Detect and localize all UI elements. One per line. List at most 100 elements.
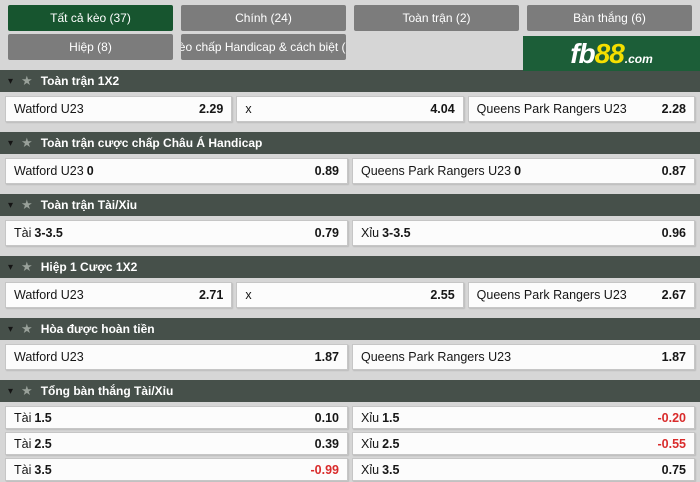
selection-name: Tài (14, 436, 32, 451)
logo-text-com: .com (624, 52, 653, 66)
selection-name: Tài (14, 226, 32, 240)
odds-cell[interactable]: Xỉu 3.5 0.75 (352, 458, 695, 481)
tab-handicap-margin[interactable]: Kèo chấp Handicap & cách biệt (1) (181, 34, 346, 60)
market-section-ft-over-under: ▾ ★ Toàn trận Tài/Xỉu Tài 3-3.5 0.79 Xỉu 3… (0, 194, 700, 246)
odds-cell[interactable]: Watford U23 0 0.89 (5, 158, 348, 184)
tab-main[interactable]: Chính (24) (181, 5, 346, 31)
odds-value: 2.55 (430, 288, 455, 302)
selection-line: 1.5 (382, 410, 400, 425)
odds-row: Watford U23 2.29 x 4.04 Queens Park Rang… (5, 96, 695, 122)
odds-value: 4.04 (430, 102, 455, 116)
selection-line: 2.5 (34, 436, 52, 451)
selection-line: 1.5 (34, 410, 52, 425)
odds-cell[interactable]: Tài 3.5 -0.99 (5, 458, 348, 481)
odds-row: Watford U23 2.71 x 2.55 Queens Park Rang… (5, 282, 695, 308)
selection-name: Xỉu (361, 462, 380, 477)
odds-cell[interactable]: Xỉu 1.5 -0.20 (352, 406, 695, 429)
selection-name: Queens Park Rangers U23 (361, 164, 512, 178)
odds-value: 0.79 (314, 226, 339, 240)
odds-cell[interactable]: Queens Park Rangers U23 2.67 (467, 282, 695, 308)
odds-value: -0.55 (657, 436, 687, 451)
selection-name: Tài (14, 410, 32, 425)
market-title: Hiệp 1 Cược 1X2 (40, 260, 138, 274)
fb88-logo[interactable]: fb 88 .com (523, 36, 700, 71)
favorite-star-icon[interactable]: ★ (21, 197, 33, 212)
favorite-star-icon[interactable]: ★ (21, 135, 33, 150)
favorite-star-icon[interactable]: ★ (21, 73, 33, 88)
odds-value: 0.10 (314, 410, 339, 425)
market-header[interactable]: ▾ ★ Toàn trận 1X2 (0, 70, 700, 92)
selection-line: 0 (86, 164, 94, 178)
selection-name: Watford U23 (14, 102, 84, 116)
odds-value: 1.87 (661, 350, 686, 364)
odds-cell[interactable]: Xỉu 2.5 -0.55 (352, 432, 695, 455)
collapse-icon[interactable]: ▾ (8, 137, 14, 149)
selection-line: 0 (514, 164, 522, 178)
market-header[interactable]: ▾ ★ Tổng bàn thắng Tài/Xỉu (0, 380, 700, 402)
odds-row: Watford U23 1.87 Queens Park Rangers U23… (5, 344, 695, 370)
market-title: Toàn trận Tài/Xỉu (40, 198, 138, 212)
market-header[interactable]: ▾ ★ Toàn trận cược chấp Châu Á Handicap (0, 132, 700, 154)
odds-row: Tài 3-3.5 0.79 Xỉu 3-3.5 0.96 (5, 220, 695, 246)
collapse-icon[interactable]: ▾ (8, 323, 14, 335)
tab-all-bets[interactable]: Tất cả kèo (37) (8, 5, 173, 31)
selection-name: Watford U23 (14, 350, 84, 364)
tab-full-match[interactable]: Toàn trận (2) (354, 5, 519, 31)
odds-row: Tài 2.5 0.39 Xỉu 2.5 -0.55 (5, 432, 695, 455)
odds-value: 0.39 (314, 436, 339, 451)
tab-half[interactable]: Hiệp (8) (8, 34, 173, 60)
selection-name: Queens Park Rangers U23 (476, 102, 627, 116)
odds-cell[interactable]: Tài 3-3.5 0.79 (5, 220, 348, 246)
logo-text-fb: fb (570, 38, 595, 69)
market-filter-tabs: Tất cả kèo (37) Chính (24) Toàn trận (2)… (8, 5, 692, 60)
selection-name: Watford U23 (14, 164, 84, 178)
market-title: Hòa được hoàn tiền (40, 322, 155, 336)
market-title: Toàn trận 1X2 (40, 74, 120, 88)
favorite-star-icon[interactable]: ★ (21, 259, 33, 274)
odds-cell[interactable]: Xỉu 3-3.5 0.96 (352, 220, 695, 246)
selection-line: 3.5 (382, 462, 400, 477)
favorite-star-icon[interactable]: ★ (21, 383, 33, 398)
market-header[interactable]: ▾ ★ Hòa được hoàn tiền (0, 318, 700, 340)
selection-name: Xỉu (361, 410, 380, 425)
odds-cell[interactable]: x 2.55 (236, 282, 464, 308)
market-section-1h-1x2: ▾ ★ Hiệp 1 Cược 1X2 Watford U23 2.71 x 2… (0, 256, 700, 308)
market-header[interactable]: ▾ ★ Toàn trận Tài/Xỉu (0, 194, 700, 216)
selection-line: 3.5 (34, 462, 52, 477)
odds-value: 2.67 (661, 288, 686, 302)
market-header[interactable]: ▾ ★ Hiệp 1 Cược 1X2 (0, 256, 700, 278)
odds-cell[interactable]: Tài 2.5 0.39 (5, 432, 348, 455)
odds-row: Tài 1.5 0.10 Xỉu 1.5 -0.20 (5, 406, 695, 429)
odds-cell[interactable]: Watford U23 2.29 (5, 96, 233, 122)
tab-goals[interactable]: Bàn thắng (6) (527, 5, 692, 31)
odds-row: Tài 3.5 -0.99 Xỉu 3.5 0.75 (5, 458, 695, 481)
collapse-icon[interactable]: ▾ (8, 385, 14, 397)
odds-value: 0.96 (661, 226, 686, 240)
collapse-icon[interactable]: ▾ (8, 261, 14, 273)
odds-cell[interactable]: Queens Park Rangers U23 1.87 (352, 344, 695, 370)
odds-value: 1.87 (314, 350, 339, 364)
odds-cell[interactable]: Tài 1.5 0.10 (5, 406, 348, 429)
odds-cell[interactable]: Watford U23 2.71 (5, 282, 233, 308)
collapse-icon[interactable]: ▾ (8, 199, 14, 211)
market-section-ft-1x2: ▾ ★ Toàn trận 1X2 Watford U23 2.29 x 4.0… (0, 70, 700, 122)
market-section-asian-handicap: ▾ ★ Toàn trận cược chấp Châu Á Handicap … (0, 132, 700, 184)
odds-value: 0.75 (661, 462, 686, 477)
odds-value: 0.89 (314, 164, 339, 178)
odds-cell[interactable]: Watford U23 1.87 (5, 344, 348, 370)
odds-value: -0.20 (657, 410, 687, 425)
collapse-icon[interactable]: ▾ (8, 75, 14, 87)
odds-value: -0.99 (310, 462, 340, 477)
favorite-star-icon[interactable]: ★ (21, 321, 33, 336)
odds-value: 0.87 (661, 164, 686, 178)
selection-name: Tài (14, 462, 32, 477)
selection-name: Xỉu (361, 226, 380, 240)
odds-cell[interactable]: Queens Park Rangers U23 0 0.87 (352, 158, 695, 184)
odds-cell[interactable]: Queens Park Rangers U23 2.28 (467, 96, 695, 122)
selection-line: 2.5 (382, 436, 400, 451)
selection-line: 3-3.5 (34, 226, 63, 240)
logo-text-88: 88 (594, 38, 625, 69)
selection-name: x (245, 102, 252, 116)
odds-cell[interactable]: x 4.04 (236, 96, 464, 122)
odds-value: 2.29 (198, 102, 224, 116)
